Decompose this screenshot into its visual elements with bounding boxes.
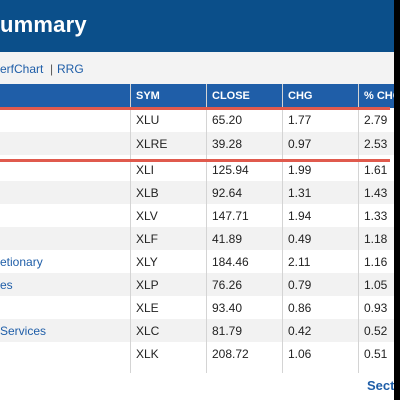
symbol-cell: XLV	[136, 209, 158, 223]
table-row[interactable]: XLU 65.20 1.77 2.79	[0, 108, 394, 131]
close-cell: 41.89	[212, 232, 243, 246]
title-bar: ummary	[0, 0, 394, 52]
column-header-close[interactable]: CLOSE	[212, 90, 250, 102]
table-header: SYM CLOSE CHG % CHG	[0, 84, 394, 108]
symbol-cell: XLI	[136, 163, 155, 177]
table-row[interactable]: XLK 208.72 1.06 0.51	[0, 342, 394, 365]
percent-change-cell: 1.05	[364, 278, 388, 292]
close-cell: 208.72	[212, 347, 249, 361]
column-header-chg[interactable]: CHG	[288, 90, 313, 102]
page-title: ummary	[0, 12, 87, 37]
change-cell: 2.11	[288, 255, 311, 269]
sector-name[interactable]: etionary	[0, 255, 43, 269]
symbol-cell: XLC	[136, 324, 160, 338]
close-cell: 81.79	[212, 324, 243, 338]
close-cell: 76.26	[212, 278, 243, 292]
change-cell: 0.42	[288, 324, 312, 338]
table-row[interactable]: XLF 41.89 0.49 1.18	[0, 227, 394, 250]
symbol-cell: XLY	[136, 255, 158, 269]
change-cell: 0.86	[288, 301, 312, 315]
table-row[interactable]: XLRE 39.28 0.97 2.53	[0, 132, 394, 155]
link-separator: |	[50, 62, 54, 76]
change-cell: 1.06	[288, 347, 312, 361]
column-header-sym[interactable]: SYM	[136, 90, 160, 102]
percent-change-cell: 1.16	[364, 255, 388, 269]
symbol-cell: XLU	[136, 113, 160, 127]
table-row[interactable]: XLI 125.94 1.99 1.61	[0, 158, 394, 181]
table-row[interactable]: es XLP 76.26 0.79 1.05	[0, 273, 394, 296]
rrg-link[interactable]: RRG	[57, 62, 84, 76]
column-divider	[130, 84, 131, 373]
sector-link[interactable]: Secto	[367, 378, 394, 393]
table-row[interactable]: Services XLC 81.79 0.42 0.52	[0, 319, 394, 342]
change-cell: 0.49	[288, 232, 312, 246]
symbol-cell: XLF	[136, 232, 159, 246]
percent-change-cell: 1.18	[364, 232, 388, 246]
percent-change-cell: 1.43	[364, 186, 388, 200]
chart-links-bar: erfChart | RRG	[0, 52, 394, 85]
column-divider	[282, 84, 283, 373]
percent-change-cell: 1.61	[364, 163, 388, 177]
table-row[interactable]: XLE 93.40 0.86 0.93	[0, 296, 394, 319]
percent-change-cell: 0.93	[364, 301, 388, 315]
column-divider	[206, 84, 207, 373]
percent-change-cell: 1.33	[364, 209, 388, 223]
symbol-cell: XLE	[136, 301, 159, 315]
change-cell: 1.77	[288, 113, 312, 127]
sector-name[interactable]: Services	[0, 324, 47, 338]
close-cell: 93.40	[212, 301, 243, 315]
change-cell: 1.99	[288, 163, 312, 177]
perfchart-link[interactable]: erfChart	[0, 62, 44, 76]
percent-change-cell: 2.53	[364, 137, 388, 151]
table-row[interactable]: etionary XLY 184.46 2.11 1.16	[0, 250, 394, 273]
symbol-cell: XLRE	[136, 137, 168, 151]
change-cell: 0.79	[288, 278, 312, 292]
change-cell: 1.31	[288, 186, 312, 200]
table-footer: Secto	[0, 373, 394, 400]
symbol-cell: XLP	[136, 278, 159, 292]
close-cell: 39.28	[212, 137, 243, 151]
column-header-pct-chg[interactable]: % CHG	[364, 90, 394, 102]
table-row[interactable]: XLV 147.71 1.94 1.33	[0, 204, 394, 227]
table-row[interactable]: XLB 92.64 1.31 1.43	[0, 181, 394, 204]
sector-name[interactable]: es	[0, 278, 13, 292]
close-cell: 184.46	[212, 255, 249, 269]
symbol-cell: XLK	[136, 347, 159, 361]
change-cell: 0.97	[288, 137, 312, 151]
close-cell: 147.71	[212, 209, 249, 223]
percent-change-cell: 0.52	[364, 324, 388, 338]
close-cell: 125.94	[212, 163, 249, 177]
close-cell: 92.64	[212, 186, 243, 200]
symbol-cell: XLB	[136, 186, 159, 200]
change-cell: 1.94	[288, 209, 312, 223]
close-cell: 65.20	[212, 113, 243, 127]
percent-change-cell: 2.79	[364, 113, 388, 127]
column-divider	[358, 84, 359, 373]
percent-change-cell: 0.51	[364, 347, 388, 361]
